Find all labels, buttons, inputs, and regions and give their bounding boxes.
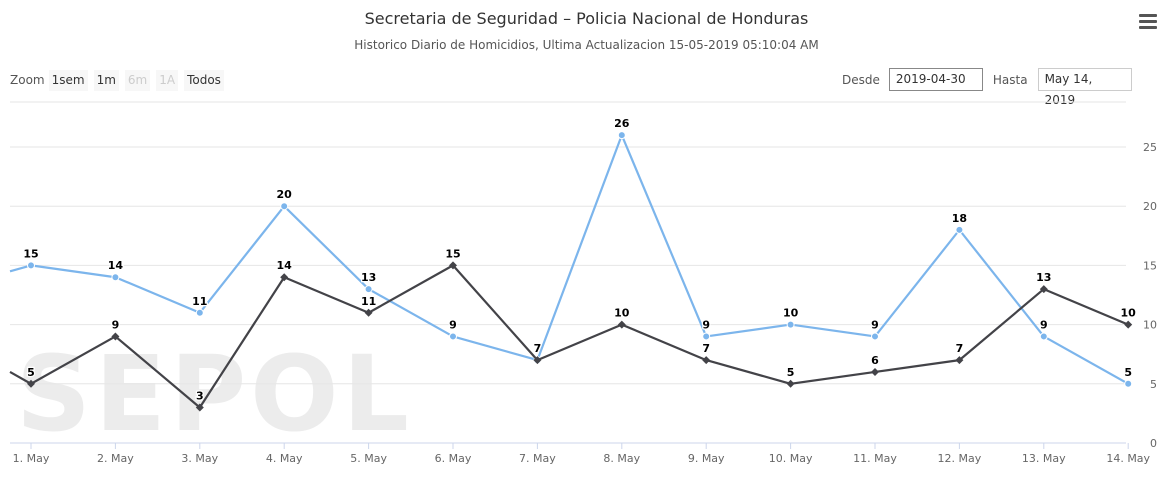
data-label: 9 [702, 318, 710, 331]
zoom-1sem-button[interactable]: 1sem [48, 69, 88, 91]
x-tick-label: 14. May [1106, 452, 1150, 465]
data-label: 7 [702, 342, 710, 355]
data-label: 11 [192, 295, 207, 308]
data-point [617, 131, 626, 140]
axes: 0 5 10 15 20 25 1. May 2. May 3. May 4. May 5. May… [10, 141, 1157, 465]
data-point [280, 202, 289, 211]
sepol-watermark: SEPOL [16, 333, 413, 455]
data-point [1124, 379, 1133, 388]
data-point [617, 320, 626, 329]
x-tick-label: 11. May [853, 452, 897, 465]
data-point [1039, 332, 1048, 341]
data-label: 5 [27, 366, 35, 379]
to-date-input[interactable]: May 14, 2019 [1037, 68, 1132, 107]
data-label: 5 [1124, 366, 1132, 379]
x-tick-label: 8. May [603, 452, 640, 465]
data-label: 10 [614, 307, 630, 320]
data-point [364, 285, 373, 294]
data-point [786, 379, 795, 388]
data-label: 7 [956, 342, 964, 355]
data-point [195, 403, 204, 412]
data-label: 10 [1121, 307, 1137, 320]
zoom-1m-button[interactable]: 1m [93, 69, 119, 91]
data-label: 5 [787, 366, 795, 379]
data-label: 18 [952, 212, 967, 225]
data-point [786, 320, 795, 329]
data-label: 9 [1040, 318, 1048, 331]
data-point [871, 367, 879, 376]
data-label: 9 [449, 318, 457, 331]
from-label: Desde [842, 72, 880, 87]
data-point [955, 225, 964, 234]
data-label: 13 [361, 271, 376, 284]
data-label: 20 [277, 188, 293, 201]
data-label: 6 [871, 354, 879, 367]
y-tick-label: 25 [1143, 141, 1157, 154]
series-layer [9, 131, 1133, 412]
from-date-input[interactable]: 2019-04-30 [888, 68, 983, 91]
x-tick-label: 12. May [938, 452, 982, 465]
data-point [27, 379, 35, 388]
data-label: 10 [783, 307, 799, 320]
x-tick-label: 1. May [13, 452, 50, 465]
zoom-todos-button[interactable]: Todos [184, 69, 224, 91]
data-label: 3 [196, 389, 204, 402]
to-label: Hasta [992, 72, 1028, 87]
data-point [702, 332, 711, 341]
zoom-toolbar: Zoom 1sem 1m 6m 1A Todos [10, 69, 230, 91]
data-label: 7 [534, 342, 542, 355]
data-label: 7 [534, 342, 542, 355]
data-point [871, 332, 879, 341]
x-tick-label: 7. May [519, 452, 556, 465]
zoom-6m-button[interactable]: 6m [124, 69, 151, 91]
data-label: 9 [871, 318, 879, 331]
data-label: 15 [23, 247, 38, 260]
data-point [533, 356, 542, 365]
data-point [195, 308, 204, 317]
data-point [1039, 285, 1048, 294]
context-menu-icon[interactable] [1139, 14, 1157, 30]
data-point [449, 332, 457, 341]
x-tick-label: 2. May [97, 452, 134, 465]
y-tick-label: 20 [1143, 200, 1157, 213]
y-tick-label: 10 [1143, 319, 1157, 332]
chart-subtitle: Historico Diario de Homicidios, Ultima A… [354, 38, 819, 52]
data-labels: 1514112013972691091895593141115710756713… [22, 116, 1137, 404]
y-tick-label: 0 [1150, 437, 1157, 450]
data-label: 15 [445, 247, 460, 260]
data-label: 14 [277, 259, 293, 272]
data-label: 26 [614, 117, 630, 130]
y-tick-label: 15 [1143, 259, 1157, 272]
data-label: 13 [1036, 271, 1051, 284]
data-point [27, 261, 35, 270]
data-point [955, 356, 964, 365]
range-selector: Desde 2019-04-30 Hasta May 14, 2019 [842, 68, 1132, 107]
data-label: 9 [112, 318, 120, 331]
data-point [364, 308, 373, 317]
data-label: 14 [108, 259, 124, 272]
zoom-1a-button[interactable]: 1A [156, 69, 179, 91]
data-point [111, 273, 120, 282]
x-tick-label: 3. May [181, 452, 218, 465]
data-point [280, 273, 289, 282]
data-point [449, 261, 457, 270]
x-tick-label: 5. May [350, 452, 387, 465]
x-tick-label: 4. May [266, 452, 303, 465]
watermark-text: SEPOL [16, 333, 413, 455]
data-point [1124, 320, 1133, 329]
x-tick-label: 9. May [688, 452, 725, 465]
x-tick-label: 13. May [1022, 452, 1066, 465]
data-point [702, 356, 711, 365]
y-tick-label: 5 [1150, 378, 1157, 391]
data-point [111, 332, 120, 341]
zoom-label: Zoom [10, 73, 45, 87]
data-label: 11 [361, 295, 376, 308]
x-tick-label: 6. May [435, 452, 472, 465]
chart-title: Secretaria de Seguridad – Policia Nacion… [364, 9, 809, 28]
x-tick-label: 10. May [769, 452, 813, 465]
